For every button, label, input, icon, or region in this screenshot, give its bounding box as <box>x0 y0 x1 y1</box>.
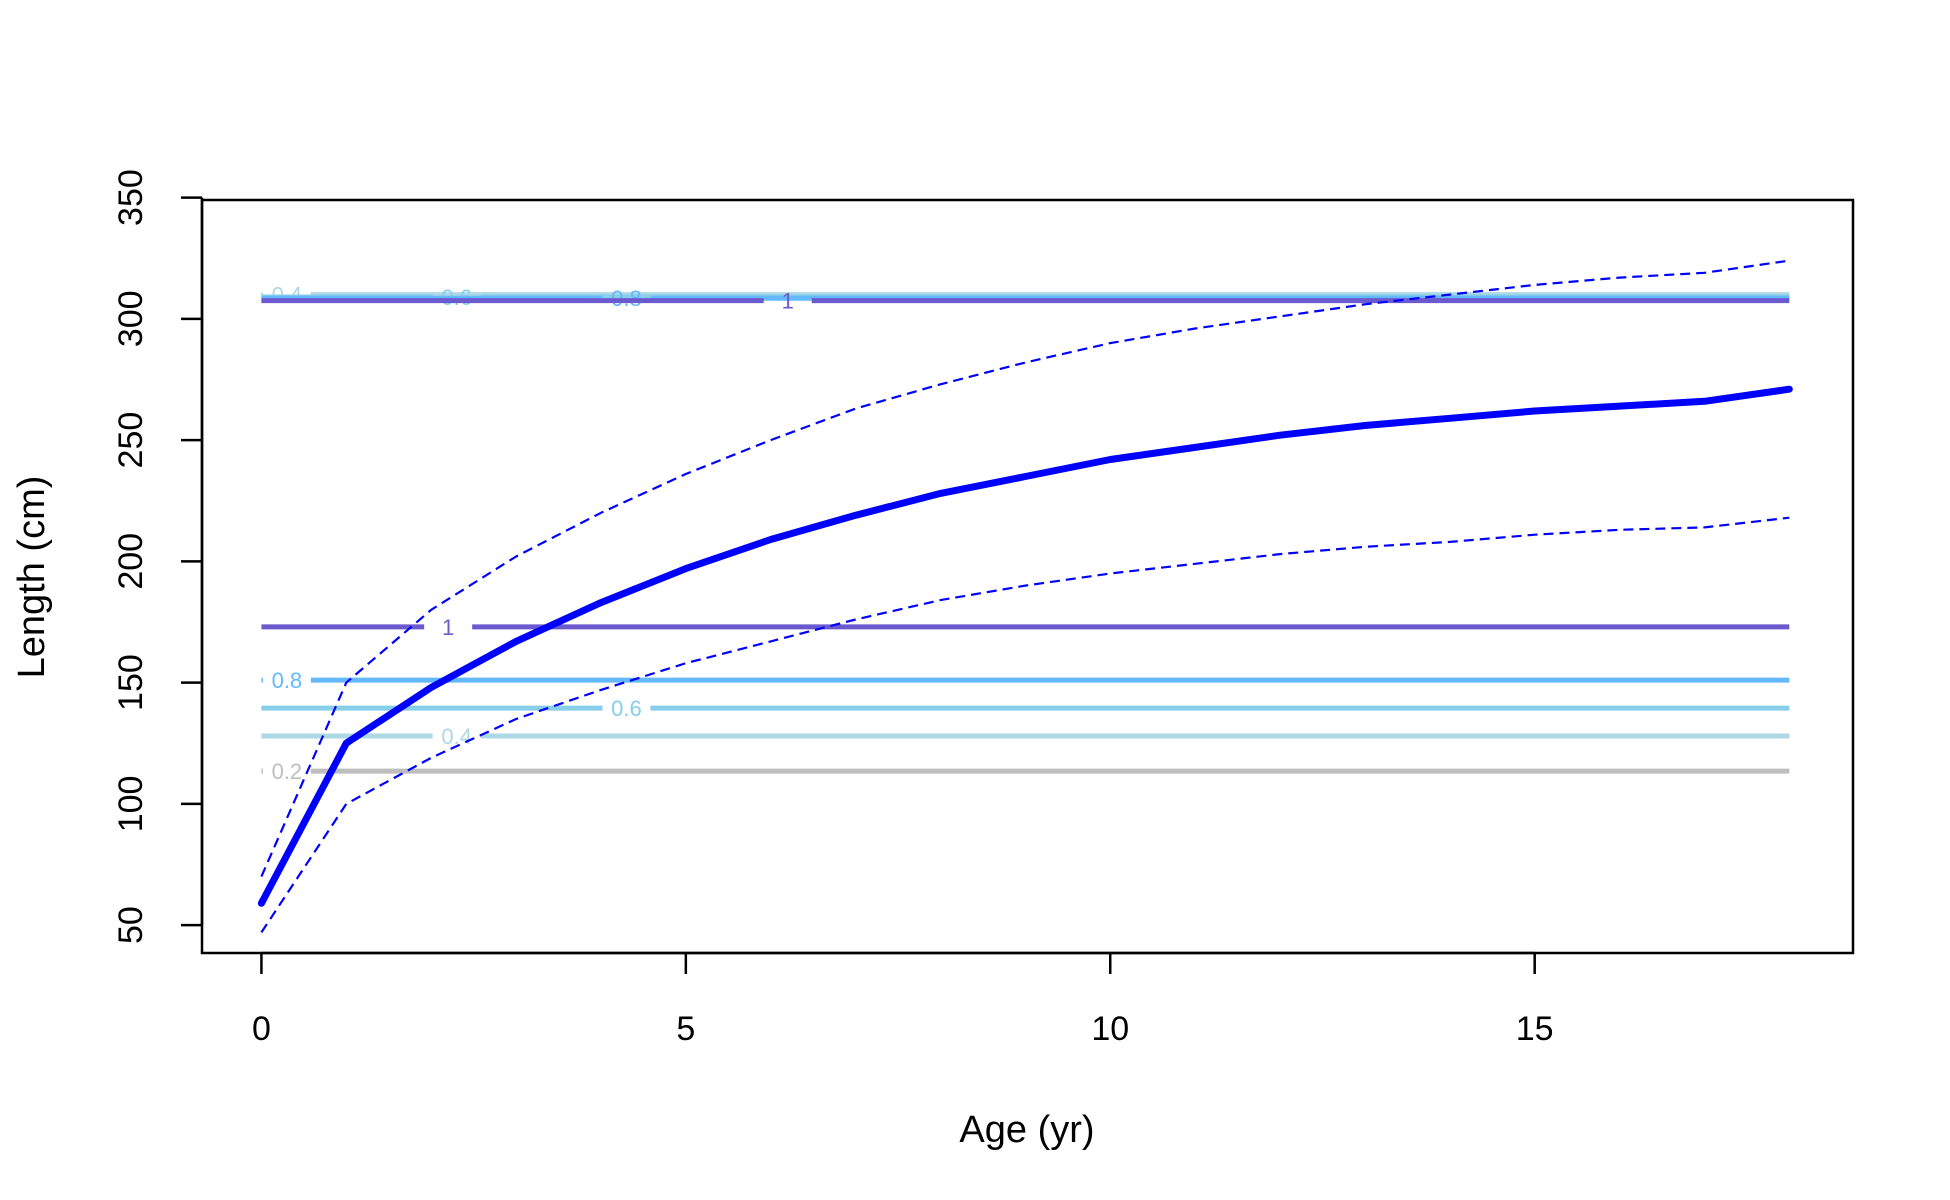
x-axis-title: Age (yr) <box>959 1109 1094 1151</box>
x-tick-label: 10 <box>1091 1010 1129 1048</box>
reference-line-label: 0.8 <box>272 668 303 693</box>
y-tick-label: 300 <box>112 290 150 347</box>
y-axis: 50 100 150 200 250 300 350 <box>112 169 204 944</box>
y-tick-label: 200 <box>112 533 150 590</box>
y-axis-title: Length (cm) <box>11 476 53 679</box>
y-tick-label: 100 <box>112 776 150 833</box>
reference-line-label: 0.6 <box>611 696 642 721</box>
y-tick-label: 150 <box>112 654 150 711</box>
y-tick-label: 250 <box>112 412 150 469</box>
confidence-band-line-1 <box>260 259 1790 878</box>
growth-curve-line <box>257 385 1793 907</box>
y-tick-label: 50 <box>112 906 150 944</box>
y-tick-label: 350 <box>112 169 150 226</box>
x-tick-label: 15 <box>1516 1010 1554 1048</box>
confidence-band-line-2 <box>260 516 1790 934</box>
x-axis: 0 5 10 15 <box>252 951 1554 1048</box>
reference-line-label: 0.2 <box>272 759 303 784</box>
reference-line-label: 1 <box>442 615 454 640</box>
reference-line-label: 1 <box>782 289 794 314</box>
series-lines <box>257 259 1793 934</box>
reference-lines: 0.20.40.60.810.40.60.81 <box>261 283 1790 784</box>
x-tick-label: 0 <box>252 1010 271 1048</box>
reference-line-label: 0.4 <box>441 724 472 749</box>
x-tick-label: 5 <box>676 1010 695 1048</box>
